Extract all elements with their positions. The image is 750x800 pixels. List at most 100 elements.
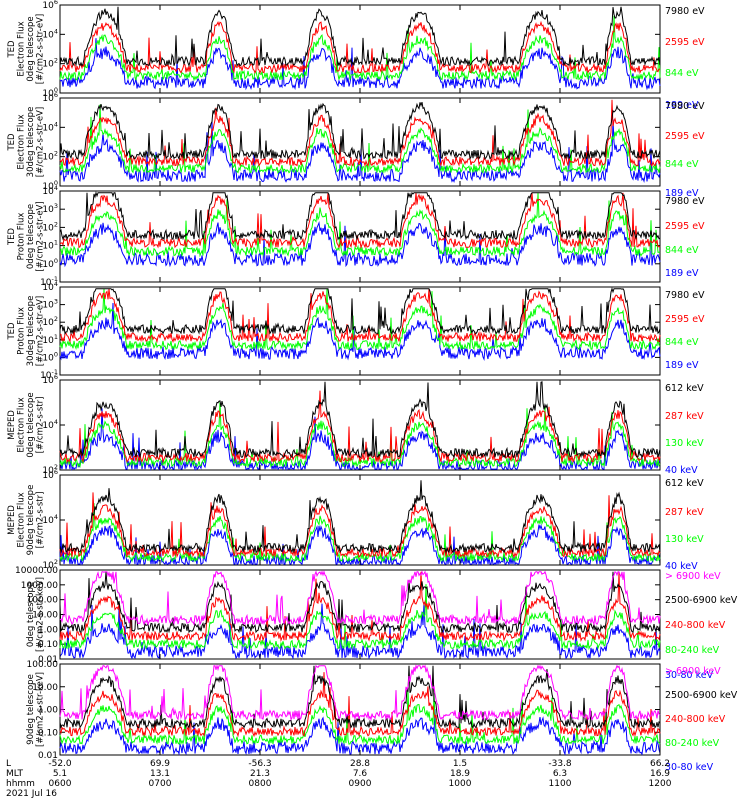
series-line-2595-ev — [59, 20, 661, 75]
panel-8: 0.01 0.10 1.00 10.00 100.00 90deg telescope [#… — [26, 660, 738, 773]
y-tick-label: 1000.00 — [21, 581, 58, 591]
legend-entry: 2595 eV — [665, 221, 705, 232]
legend-entry: 30-80 keV — [665, 670, 714, 681]
x-tick-label-mlt: 16.9 — [650, 769, 670, 779]
x-tick-label-l: 1.5 — [453, 759, 467, 769]
series-line-2595-ev — [59, 288, 661, 344]
x-tick-label-hhmm: 1200 — [649, 779, 672, 789]
legend-entry: 189 eV — [665, 360, 699, 371]
x-tick-label-l: 28.8 — [350, 759, 370, 769]
series-line-189-ev — [59, 119, 661, 184]
y-tick-label: 106 — [42, 0, 58, 11]
series-line-7980-ev — [59, 101, 661, 161]
legend-entry: 7980 eV — [665, 6, 705, 17]
y-axis-label-line: 30deg telescope — [26, 107, 36, 178]
legend-entry: 287 keV — [665, 507, 704, 518]
x-tick-label-l: -33.8 — [548, 759, 572, 769]
y-axis-label-line: [#/cm2-s-str-eV] — [36, 14, 46, 84]
series-line-80-240-kev — [59, 584, 661, 651]
x-tick-label-l: -52.0 — [48, 759, 72, 769]
legend-entry: 130 keV — [665, 438, 704, 449]
series-line-2595-ev — [59, 192, 661, 250]
x-tick-label-hhmm: 0800 — [249, 779, 272, 789]
y-axis-label-line: [#/cm2-s-str] — [36, 397, 46, 454]
y-axis-label-line: 0deg telescope — [26, 582, 36, 647]
x-tick-label-hhmm: 0900 — [349, 779, 372, 789]
legend-entry: 612 keV — [665, 383, 704, 394]
y-axis-label-line: MEPED — [7, 505, 17, 535]
y-axis-label-line: [#/cm2-s-str-keV] — [36, 672, 46, 747]
legend-entry: > 6900 keV — [665, 666, 721, 677]
x-axis-date: 2021 Jul 16 — [6, 789, 57, 799]
y-axis-label-line: [#/cm2-s-str] — [36, 492, 46, 549]
legend-entry: 612 keV — [665, 478, 704, 489]
y-axis-label-line: [#/cm2-s-str-eV] — [36, 107, 46, 177]
x-tick-label-hhmm: 1100 — [549, 779, 572, 789]
y-tick-label: 100.00 — [27, 596, 59, 606]
series-line-240-800-kev — [59, 571, 661, 643]
panel-frame — [59, 569, 661, 660]
series-line-612-kev — [59, 480, 661, 554]
legend-entry: > 6900 keV — [665, 571, 721, 582]
x-tick-label-l: -56.3 — [248, 759, 271, 769]
series-line-80-240-kev — [59, 689, 661, 746]
series-line-2500-6900-kev — [59, 571, 661, 635]
y-tick-label: 1.00 — [38, 706, 58, 716]
y-axis-label-line: 0deg telescope — [26, 16, 36, 81]
legend-entry: 2500-6900 keV — [665, 690, 738, 701]
series-line--6900-kev — [59, 570, 661, 627]
y-tick-label: 1.00 — [38, 625, 58, 635]
x-tick-label-mlt: 13.1 — [150, 769, 170, 779]
series-line-844-ev — [59, 104, 661, 175]
y-axis-label-line: MEPED — [7, 410, 17, 440]
x-tick-label-hhmm: 0600 — [49, 779, 72, 789]
series-line-844-ev — [59, 192, 661, 258]
y-tick-label: 0.10 — [38, 640, 58, 650]
x-tick-label-mlt: 5.1 — [53, 769, 67, 779]
y-tick-label: 10000.00 — [15, 566, 58, 576]
x-tick-label-hhmm: 1000 — [449, 779, 472, 789]
y-axis-label-line: TED — [7, 133, 17, 152]
legend-entry: 844 eV — [665, 68, 699, 79]
y-axis-label-line: Electron Flux — [17, 21, 27, 76]
series-line-189-ev — [59, 220, 661, 268]
legend-entry: 287 keV — [665, 411, 704, 422]
legend-entry: 189 eV — [665, 268, 699, 279]
y-tick-label: 0.10 — [38, 728, 58, 738]
legend-entry: 189 eV — [665, 100, 699, 111]
x-tick-label-mlt: 7.6 — [353, 769, 368, 779]
legend-entry: 240-800 keV — [665, 620, 726, 631]
x-tick-label-mlt: 21.3 — [250, 769, 270, 779]
legend-entry: 7980 eV — [665, 196, 705, 207]
legend-entry: 7980 eV — [665, 290, 705, 301]
y-axis-label-line: [#/cm2-s-str-eV] — [36, 296, 46, 366]
legend-entry: 2595 eV — [665, 37, 705, 48]
y-axis-label-line: Proton Flux — [17, 307, 27, 355]
legend-entry: 2595 eV — [665, 314, 705, 325]
series-line-2500-6900-kev — [59, 665, 661, 730]
y-axis-label-line: 90deg telescope — [26, 485, 36, 556]
y-tick-label: 0.01 — [38, 655, 58, 665]
legend-entry: 189 eV — [665, 188, 699, 199]
x-axis-row-label: hhmm — [6, 779, 35, 789]
legend-entry: 30-80 keV — [665, 762, 714, 773]
series-line-189-ev — [59, 302, 661, 361]
legend-entry: 2595 eV — [665, 131, 705, 142]
y-tick-label: 0.01 — [38, 751, 58, 761]
legend-entry: 240-800 keV — [665, 714, 726, 725]
legend-entry: 80-240 keV — [665, 738, 720, 749]
y-tick-label: 10.00 — [32, 683, 58, 693]
series-line-844-ev — [59, 15, 661, 82]
y-axis-label-line: 0deg telescope — [26, 392, 36, 457]
y-tick-label: 100.00 — [27, 660, 59, 670]
legend-entry: 2500-6900 keV — [665, 595, 738, 606]
legend-entry: 80-240 keV — [665, 645, 720, 656]
series-line-287-kev — [59, 390, 661, 464]
series-line-7980-ev — [59, 190, 661, 242]
series-line-844-ev — [59, 288, 661, 351]
